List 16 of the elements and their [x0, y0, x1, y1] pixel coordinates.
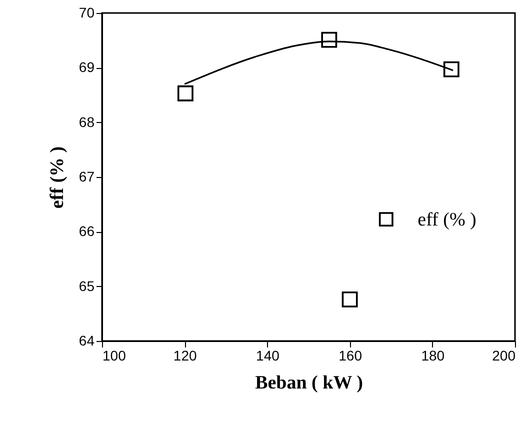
y-tick-label: 68 — [78, 114, 95, 130]
x-tick-label: 200 — [492, 348, 516, 364]
y-axis-title: eff (% ) — [46, 146, 68, 209]
x-tick-label: 180 — [421, 348, 445, 364]
x-tick-label: 100 — [102, 348, 126, 364]
y-tick-label: 69 — [78, 59, 95, 76]
y-tick-label: 67 — [78, 168, 95, 184]
legend-label: eff (% ) — [418, 209, 476, 230]
x-tick-label: 120 — [173, 348, 197, 364]
y-tick-label: 64 — [78, 332, 95, 348]
x-tick-label: 140 — [256, 348, 280, 364]
x-tick-label: 160 — [338, 348, 362, 364]
x-axis-title: Beban ( kW ) — [255, 372, 363, 394]
y-tick-label: 65 — [78, 278, 95, 294]
y-tick-label: 66 — [78, 223, 95, 240]
y-tick-label: 70 — [78, 4, 95, 20]
